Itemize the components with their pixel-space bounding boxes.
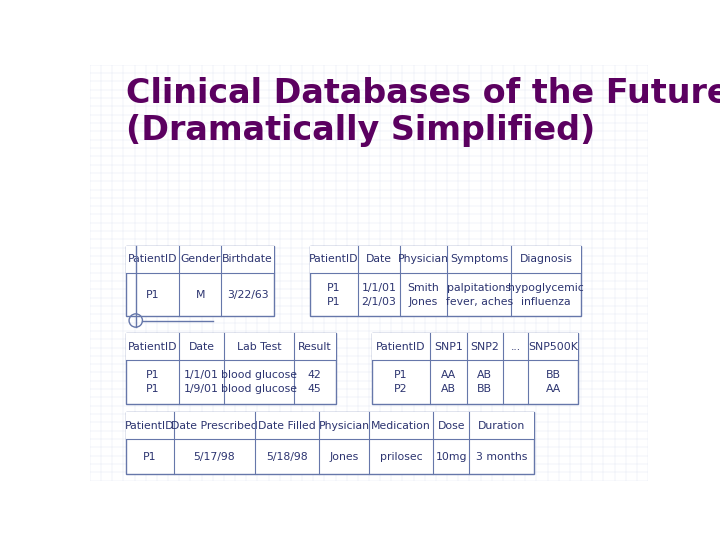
Text: Birthdate: Birthdate [222, 254, 273, 264]
Text: 42
45: 42 45 [307, 370, 321, 394]
Text: Duration: Duration [478, 421, 525, 430]
Text: prilosec: prilosec [379, 451, 423, 462]
Bar [126, 333, 336, 404]
Bar [126, 246, 274, 316]
Text: Clinical Databases of the Future
(Dramatically Simplified): Clinical Databases of the Future (Dramat… [126, 77, 720, 147]
Text: 1/1/01
2/1/03: 1/1/01 2/1/03 [361, 282, 396, 307]
Text: Date Filled: Date Filled [258, 421, 315, 430]
Text: PatientID: PatientID [125, 421, 175, 430]
Text: M: M [195, 289, 205, 300]
Text: Medication: Medication [372, 421, 431, 430]
Text: Physician: Physician [398, 254, 449, 264]
Text: Date: Date [366, 254, 392, 264]
Text: P1
P1: P1 P1 [328, 282, 341, 307]
Bar [310, 246, 581, 273]
Text: blood glucose
blood glucose: blood glucose blood glucose [221, 370, 297, 394]
Text: PatientID: PatientID [128, 341, 178, 352]
Text: Physician: Physician [318, 421, 369, 430]
Text: 5/18/98: 5/18/98 [266, 451, 307, 462]
Text: palpitations
fever, aches: palpitations fever, aches [446, 282, 513, 307]
Text: Gender: Gender [180, 254, 220, 264]
Text: 10mg: 10mg [436, 451, 467, 462]
Text: Result: Result [298, 341, 331, 352]
Text: 3/22/63: 3/22/63 [227, 289, 269, 300]
Text: P1
P1: P1 P1 [146, 370, 160, 394]
Text: P1
P2: P1 P2 [395, 370, 408, 394]
Text: Jones: Jones [329, 451, 359, 462]
Text: ...: ... [510, 341, 521, 352]
Text: Diagnosis: Diagnosis [520, 254, 572, 264]
Bar [126, 412, 534, 439]
Text: Smith
Jones: Smith Jones [408, 282, 439, 307]
Text: hypoglycemic
influenza: hypoglycemic influenza [508, 282, 584, 307]
Text: PatientID: PatientID [377, 341, 426, 352]
Text: SNP500K: SNP500K [528, 341, 578, 352]
Text: BB
AA: BB AA [546, 370, 561, 394]
Text: Date Prescribed: Date Prescribed [171, 421, 258, 430]
Text: Date: Date [189, 341, 215, 352]
Text: P1: P1 [146, 289, 160, 300]
Text: AA
AB: AA AB [441, 370, 456, 394]
Text: 3 months: 3 months [476, 451, 527, 462]
Text: SNP2: SNP2 [470, 341, 499, 352]
Bar [126, 246, 274, 273]
Text: P1: P1 [143, 451, 157, 462]
Text: Dose: Dose [438, 421, 465, 430]
Text: Symptoms: Symptoms [450, 254, 508, 264]
Text: 5/17/98: 5/17/98 [194, 451, 235, 462]
Bar [126, 412, 534, 474]
Bar [372, 333, 578, 360]
Text: PatientID: PatientID [310, 254, 359, 264]
Bar [372, 333, 578, 404]
Text: SNP1: SNP1 [434, 341, 463, 352]
Text: Lab Test: Lab Test [237, 341, 281, 352]
Bar [126, 333, 336, 360]
Bar [310, 246, 581, 316]
Text: PatientID: PatientID [128, 254, 178, 264]
Text: AB
BB: AB BB [477, 370, 492, 394]
Text: 1/1/01
1/9/01: 1/1/01 1/9/01 [184, 370, 219, 394]
